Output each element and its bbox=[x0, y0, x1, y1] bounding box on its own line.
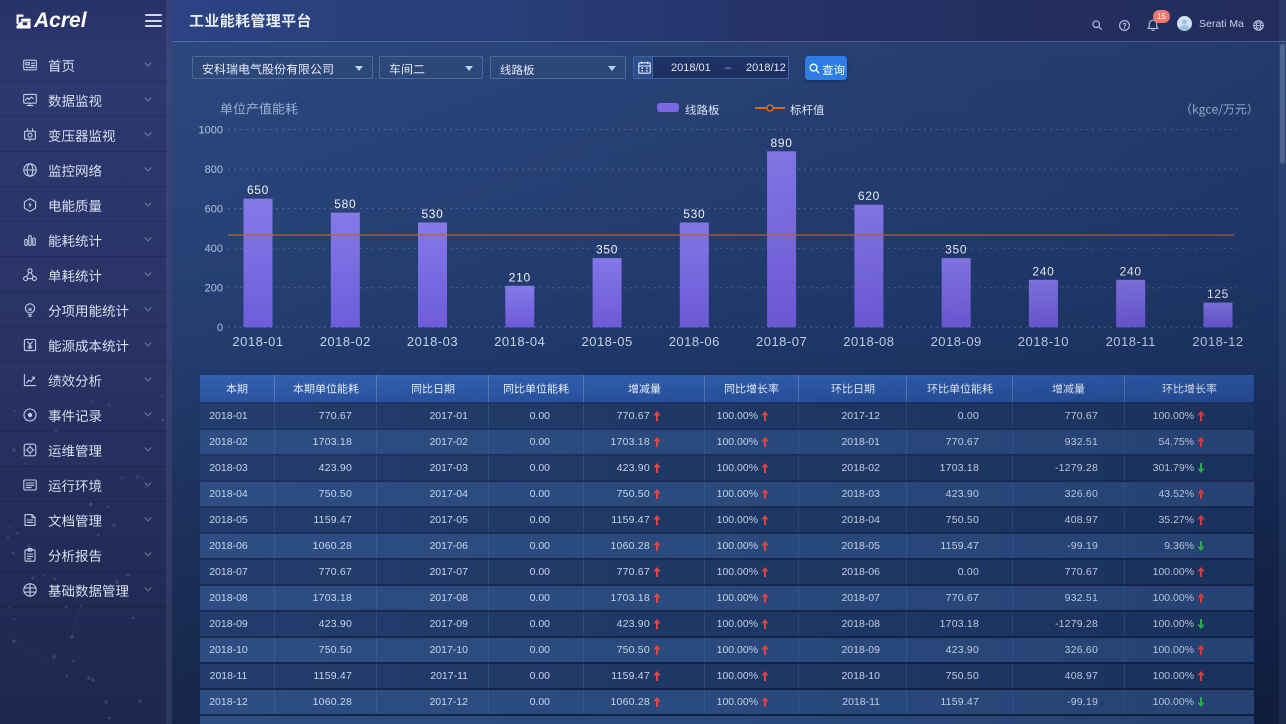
svg-text:350: 350 bbox=[945, 243, 967, 257]
svg-text:530: 530 bbox=[683, 207, 705, 221]
svg-text:650: 650 bbox=[247, 183, 269, 197]
svg-text:0: 0 bbox=[217, 322, 223, 334]
svg-text:530: 530 bbox=[421, 207, 443, 221]
svg-text:350: 350 bbox=[596, 243, 618, 257]
svg-text:2018-12: 2018-12 bbox=[1192, 334, 1243, 349]
svg-text:240: 240 bbox=[1032, 264, 1054, 278]
svg-text:2018-10: 2018-10 bbox=[1018, 334, 1069, 349]
svg-text:2018-07: 2018-07 bbox=[756, 334, 807, 349]
svg-text:580: 580 bbox=[334, 197, 356, 211]
svg-text:2018-02: 2018-02 bbox=[320, 334, 371, 349]
svg-text:400: 400 bbox=[205, 243, 223, 255]
svg-text:800: 800 bbox=[205, 164, 223, 176]
svg-text:200: 200 bbox=[205, 283, 223, 295]
svg-text:210: 210 bbox=[509, 270, 531, 284]
svg-text:240: 240 bbox=[1120, 264, 1142, 278]
svg-text:2018-05: 2018-05 bbox=[581, 334, 632, 349]
svg-text:2018-01: 2018-01 bbox=[232, 334, 283, 349]
svg-text:620: 620 bbox=[858, 189, 880, 203]
svg-text:2018-09: 2018-09 bbox=[931, 334, 982, 349]
svg-text:2018-08: 2018-08 bbox=[843, 334, 894, 349]
svg-text:2018-11: 2018-11 bbox=[1106, 334, 1156, 349]
svg-text:600: 600 bbox=[205, 203, 223, 215]
svg-text:2018-06: 2018-06 bbox=[669, 334, 720, 349]
svg-text:1000: 1000 bbox=[199, 124, 223, 136]
svg-text:2018-04: 2018-04 bbox=[494, 334, 545, 349]
svg-text:125: 125 bbox=[1207, 287, 1229, 301]
svg-text:890: 890 bbox=[771, 136, 793, 150]
svg-text:2018-03: 2018-03 bbox=[407, 334, 458, 349]
